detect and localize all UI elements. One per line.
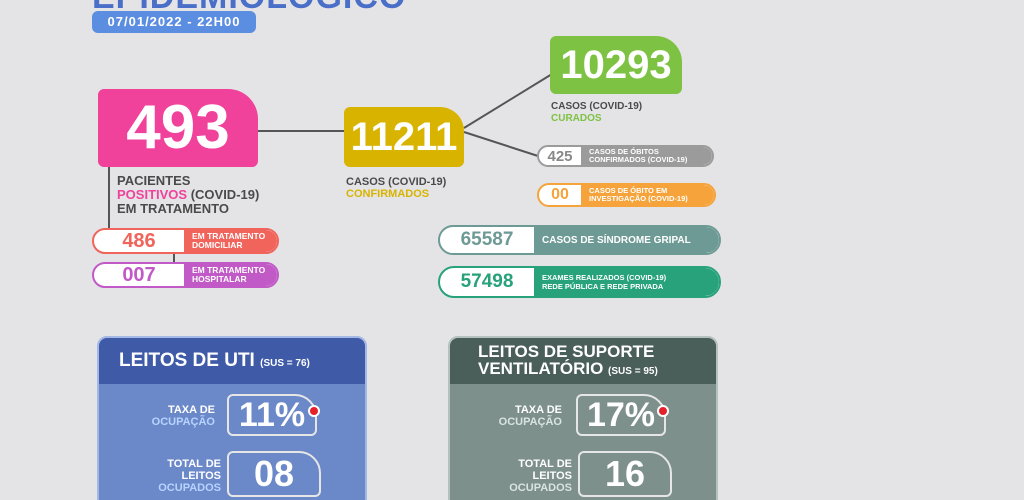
patients-caption: PACIENTES POSITIVOS (COVID-19) EM TRATAM…: [117, 173, 260, 216]
icu-panel-title: LEITOS DE UTI (SUS = 76): [99, 338, 365, 384]
alert-dot-icon: [308, 405, 320, 417]
ventilatory-support-panel: LEITOS DE SUPORTE VENTILATÓRIO (SUS = 95…: [448, 336, 718, 500]
ventilatory-total-label: TOTAL DE LEITOS OCUPADOS: [509, 458, 572, 494]
deaths-label: CASOS DE ÓBITOS CONFIRMADOS (COVID-19): [581, 147, 712, 165]
ventilatory-occupied-beds: 16: [578, 451, 672, 497]
home-treatment-pill: 486 EM TRATAMENTO DOMICILIAR: [92, 228, 279, 254]
date-badge: 07/01/2022 - 22H00: [92, 11, 256, 33]
icu-rate-label: TAXA DE OCUPAÇÃO: [151, 404, 215, 428]
flu-syndrome-pill: 65587 CASOS DE SÍNDROME GRIPAL: [438, 225, 721, 255]
recovered-caption: CASOS (COVID-19) CURADOS: [551, 101, 643, 124]
exams-pill: 57498 EXAMES REALIZADOS (COVID-19) REDE P…: [438, 266, 721, 298]
flu-syndrome-value: 65587: [460, 229, 514, 250]
deaths-investigation-pill: 00 CASOS DE ÓBITO EM INVESTIGAÇÃO (COVID-…: [537, 183, 716, 207]
connector-lines: [463, 73, 553, 157]
alert-dot-icon: [657, 405, 669, 417]
icu-beds-panel: LEITOS DE UTI (SUS = 76) TAXA DE OCUPAÇÃ…: [97, 336, 367, 500]
icu-total-label: TOTAL DE LEITOS OCUPADOS: [158, 458, 221, 494]
ventilatory-panel-title: LEITOS DE SUPORTE VENTILATÓRIO (SUS = 95…: [450, 338, 716, 384]
hospital-treatment-pill: 007 EM TRATAMENTO HOSPITALAR: [92, 262, 279, 288]
exams-label: EXAMES REALIZADOS (COVID-19) REDE PÚBLICA…: [534, 268, 719, 296]
exams-value: 57498: [460, 271, 514, 292]
ventilatory-rate-label: TAXA DE OCUPAÇÃO: [498, 404, 562, 428]
deaths-value: 425: [547, 147, 573, 165]
connector-line: [173, 254, 175, 264]
flu-syndrome-label: CASOS DE SÍNDROME GRIPAL: [534, 227, 719, 253]
connector-line: [258, 130, 344, 132]
icu-occupied-beds: 08: [227, 451, 321, 497]
hospital-treatment-label: EM TRATAMENTO HOSPITALAR: [184, 264, 277, 286]
recovered-cases-value: 10293: [550, 36, 682, 94]
icu-occupancy-rate: 11%: [227, 394, 317, 436]
deaths-pill: 425 CASOS DE ÓBITOS CONFIRMADOS (COVID-19…: [537, 145, 714, 167]
hospital-treatment-value: 007: [122, 263, 156, 286]
home-treatment-value: 486: [122, 229, 156, 252]
confirmed-caption: CASOS (COVID-19) CONFIRMADOS: [346, 176, 447, 200]
ventilatory-occupancy-rate: 17%: [576, 394, 666, 436]
deaths-investigation-value: 00: [551, 186, 569, 203]
patients-in-treatment-value: 493: [98, 89, 258, 167]
deaths-investigation-label: CASOS DE ÓBITO EM INVESTIGAÇÃO (COVID-19): [581, 185, 714, 205]
confirmed-cases-value: 11211: [344, 107, 464, 167]
home-treatment-label: EM TRATAMENTO DOMICILIAR: [184, 230, 277, 252]
connector-line: [108, 166, 110, 228]
